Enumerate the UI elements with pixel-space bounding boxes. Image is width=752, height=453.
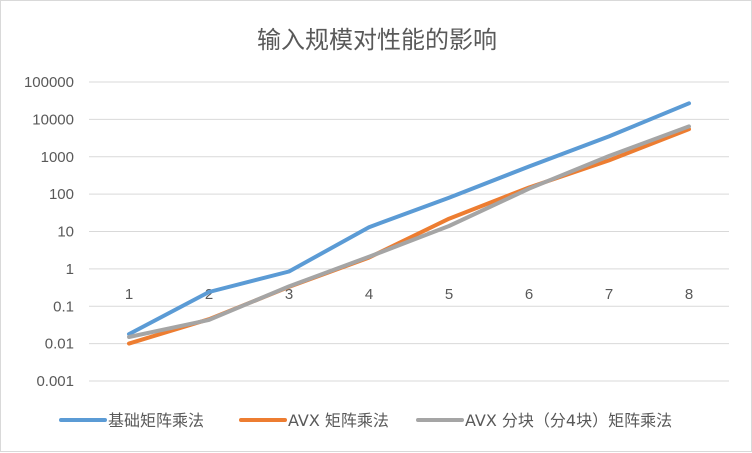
series-lines: [127, 101, 691, 346]
y-tick-label: 0.01: [45, 336, 74, 353]
x-tick-label: 3: [285, 286, 293, 303]
x-tick-label: 7: [605, 286, 613, 303]
x-tick-label: 4: [365, 286, 373, 303]
y-tick-label: 10000: [32, 111, 74, 128]
series-line-1: [127, 101, 691, 337]
chart-title: 输入规模对性能的影响: [257, 26, 497, 54]
legend-label: 基础矩阵乘法: [108, 411, 204, 430]
y-axis-ticks: 0.001 0.01 0.1 1 10 100 1000 10000 100000: [24, 74, 74, 390]
y-tick-label: 0.1: [53, 298, 74, 315]
y-tick-label: 0.001: [36, 373, 74, 390]
legend-label: AVX 矩阵乘法: [288, 411, 389, 430]
series-line-2: [127, 127, 691, 346]
x-tick-label: 5: [445, 286, 453, 303]
series-line-3: [127, 124, 691, 339]
y-tick-label: 1000: [41, 149, 74, 166]
y-tick-label: 10: [57, 224, 74, 241]
legend-label: AVX 分块（分4块）矩阵乘法: [465, 411, 672, 430]
gridlines: [89, 81, 729, 382]
x-tick-label: 1: [125, 286, 133, 303]
y-tick-label: 100000: [24, 74, 74, 91]
y-tick-label: 100: [49, 186, 74, 203]
x-tick-label: 2: [205, 286, 213, 303]
y-tick-label: 1: [66, 261, 74, 278]
x-axis-ticks: 1 2 3 4 5 6 7 8: [125, 286, 693, 303]
x-tick-label: 6: [525, 286, 533, 303]
legend: 基础矩阵乘法 AVX 矩阵乘法 AVX 分块（分4块）矩阵乘法: [59, 411, 672, 430]
x-tick-label: 8: [685, 286, 693, 303]
